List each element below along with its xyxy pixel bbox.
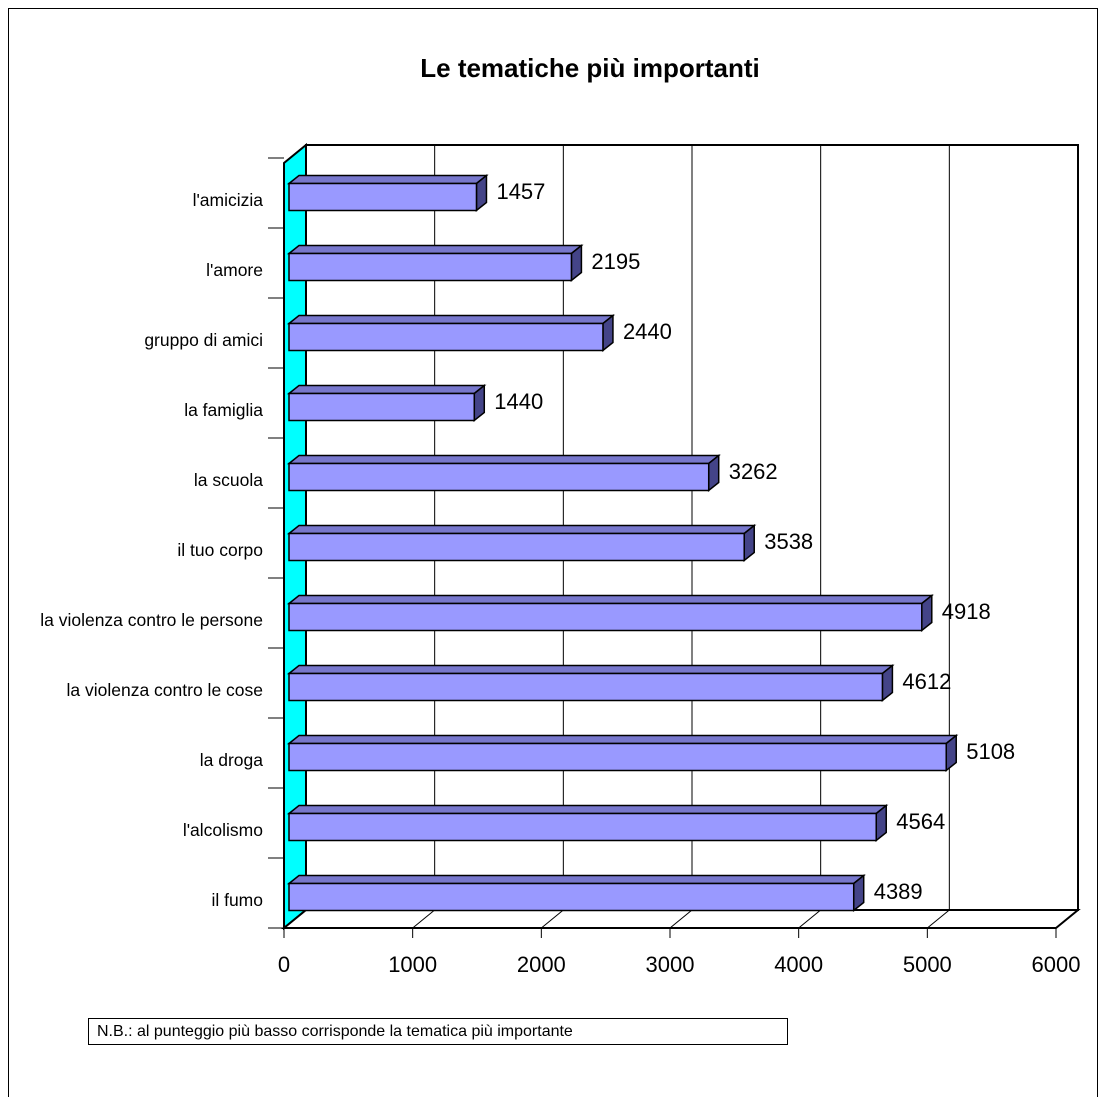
bar-top bbox=[286, 874, 866, 885]
bar-top bbox=[286, 314, 616, 325]
x-tick-label: 4000 bbox=[774, 952, 823, 977]
y-tick-label: il fumo bbox=[211, 890, 263, 910]
bar-top bbox=[286, 594, 934, 605]
value-label: 4389 bbox=[874, 879, 923, 904]
bar-top bbox=[286, 384, 487, 395]
bar-front bbox=[288, 462, 710, 492]
bar-top bbox=[286, 524, 757, 535]
y-tick-label: l'alcolismo bbox=[182, 820, 263, 840]
bar-top bbox=[286, 664, 895, 675]
y-tick-label: la droga bbox=[199, 750, 263, 770]
floor-line bbox=[927, 909, 950, 929]
bar-front bbox=[288, 182, 478, 212]
y-tick-label: la violenza contro le cose bbox=[66, 680, 264, 700]
bar bbox=[286, 593, 934, 633]
y-tick-label: il tuo corpo bbox=[177, 540, 263, 560]
y-tick-label: gruppo di amici bbox=[144, 330, 263, 350]
x-tick-label: 2000 bbox=[517, 952, 566, 977]
floor-line bbox=[541, 909, 564, 929]
value-label: 2195 bbox=[591, 249, 640, 274]
bar bbox=[286, 243, 584, 283]
bar bbox=[286, 173, 489, 213]
bar-front bbox=[288, 392, 476, 422]
value-label: 1457 bbox=[496, 179, 545, 204]
bar bbox=[286, 453, 721, 493]
bar bbox=[286, 313, 616, 353]
floor-line bbox=[283, 909, 307, 929]
bar bbox=[286, 873, 866, 913]
bar-top bbox=[286, 734, 959, 745]
bar-front bbox=[288, 532, 745, 562]
y-tick-label: la scuola bbox=[193, 470, 263, 490]
bar-front bbox=[288, 882, 855, 912]
x-tick-label: 3000 bbox=[646, 952, 695, 977]
chart-title: Le tematiche più importanti bbox=[420, 53, 760, 83]
bar-front bbox=[288, 602, 923, 632]
bar bbox=[286, 803, 889, 843]
value-label: 2440 bbox=[623, 319, 672, 344]
value-label: 4918 bbox=[942, 599, 991, 624]
floor-line bbox=[798, 909, 821, 929]
value-label: 1440 bbox=[494, 389, 543, 414]
bar-top bbox=[286, 454, 721, 465]
note: N.B.: al punteggio più basso corrisponde… bbox=[88, 1018, 788, 1045]
floor-line bbox=[1055, 909, 1079, 929]
floor-line bbox=[412, 909, 435, 929]
bar bbox=[286, 523, 757, 563]
bar bbox=[286, 383, 487, 423]
bar-top bbox=[286, 174, 489, 185]
value-label: 4564 bbox=[896, 809, 945, 834]
bar-top bbox=[286, 244, 584, 255]
bar-front bbox=[288, 742, 947, 772]
bar-front bbox=[288, 322, 604, 352]
bar bbox=[286, 663, 895, 703]
bar-front bbox=[288, 252, 573, 282]
floor-line bbox=[669, 909, 693, 929]
value-label: 3538 bbox=[764, 529, 813, 554]
y-tick-label: l'amore bbox=[206, 260, 263, 280]
x-tick-label: 6000 bbox=[1032, 952, 1081, 977]
bar bbox=[286, 733, 959, 773]
value-label: 5108 bbox=[966, 739, 1015, 764]
y-tick-label: la famiglia bbox=[184, 400, 263, 420]
value-label: 3262 bbox=[729, 459, 778, 484]
bar-front bbox=[288, 812, 877, 842]
y-tick-label: l'amicizia bbox=[192, 190, 263, 210]
x-tick-label: 0 bbox=[278, 952, 290, 977]
chart-border bbox=[8, 8, 1098, 1097]
x-tick-label: 1000 bbox=[388, 952, 437, 977]
value-label: 4612 bbox=[902, 669, 951, 694]
bar-top bbox=[286, 804, 889, 815]
bar-front bbox=[288, 672, 884, 702]
y-tick-label: la violenza contro le persone bbox=[40, 610, 263, 630]
x-tick-label: 5000 bbox=[903, 952, 952, 977]
